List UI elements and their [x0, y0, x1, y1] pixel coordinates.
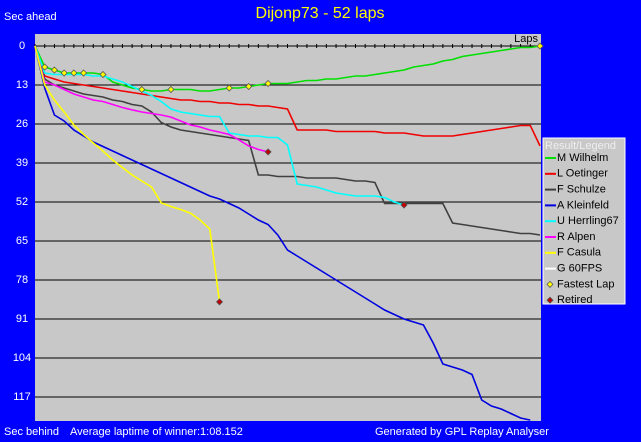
marker — [50, 66, 58, 74]
marker — [215, 298, 224, 306]
y-tick-label: 91 — [16, 313, 28, 325]
y-tick-label: 26 — [16, 118, 28, 130]
y-tick-label: 0 — [19, 40, 25, 52]
legend-box — [542, 137, 626, 305]
marker — [264, 148, 272, 156]
marker — [70, 69, 78, 77]
y-tick-label: 104 — [13, 352, 31, 364]
y-tick-label: 117 — [13, 391, 31, 403]
y-tick-label: 65 — [16, 235, 28, 247]
marker — [167, 85, 175, 94]
footer-right: Generated by GPL Replay Analyser — [375, 426, 549, 438]
marker — [400, 201, 408, 209]
legend-title: Result/Legend — [545, 140, 616, 152]
footer-left: Average laptime of winner:1:08.152 — [70, 426, 243, 438]
plot-area — [35, 34, 541, 421]
series-line — [34, 45, 405, 206]
series-line — [34, 45, 531, 421]
legend-label: Retired — [557, 294, 592, 306]
y-label-top: Sec ahead — [4, 11, 57, 23]
legend-label: L Oetinger — [557, 168, 608, 180]
series-line — [34, 45, 541, 92]
legend-swatch — [546, 280, 554, 288]
y-tick-label: 52 — [16, 196, 28, 208]
marker — [225, 84, 233, 92]
y-label-bottom: Sec behind — [4, 426, 59, 438]
series-line — [34, 45, 541, 147]
y-tick-label: 78 — [16, 274, 28, 286]
legend-label: U Herrling67 — [557, 215, 619, 227]
marker — [79, 69, 88, 77]
legend-label: F Schulze — [557, 184, 606, 196]
legend-swatch — [546, 296, 554, 304]
legend-label: A Kleinfeld — [557, 199, 609, 211]
marker — [138, 85, 146, 94]
chart-title: Dijonp73 - 52 laps — [256, 5, 385, 22]
marker — [245, 82, 253, 91]
x-label: Laps — [514, 33, 538, 45]
legend-label: F Casula — [557, 247, 602, 259]
legend-label: M Wilhelm — [557, 152, 608, 164]
legend-label: Fastest Lap — [557, 278, 614, 290]
series-line — [34, 45, 269, 153]
y-tick-label: 39 — [16, 157, 28, 169]
marker — [99, 70, 107, 79]
marker — [41, 63, 49, 71]
marker — [536, 42, 544, 50]
series-line — [34, 45, 541, 236]
legend-label: G 60FPS — [557, 263, 602, 275]
marker — [60, 69, 68, 77]
series-line — [34, 45, 221, 303]
legend-label: R Alpen — [557, 231, 596, 243]
marker — [264, 79, 272, 88]
y-tick-label: 13 — [16, 79, 28, 91]
